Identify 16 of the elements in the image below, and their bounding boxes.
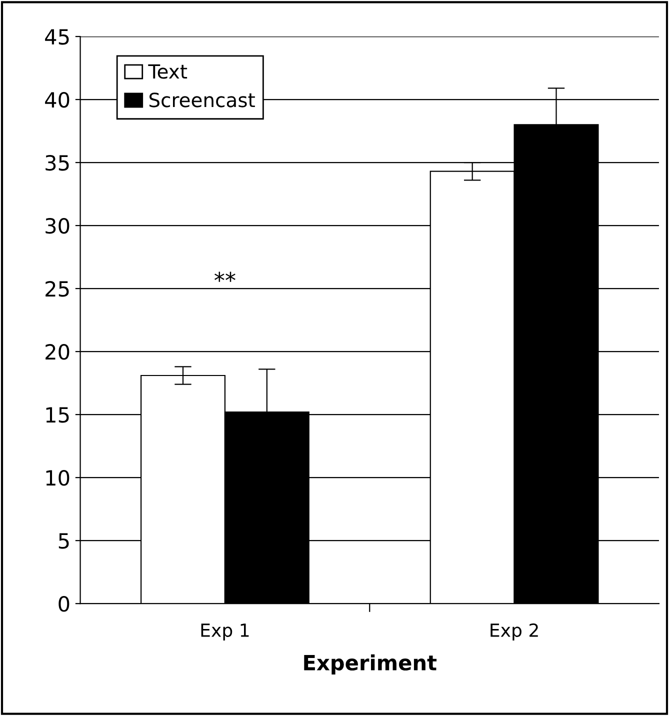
y-tick-label: 0	[58, 596, 70, 612]
y-tick-label: 35	[46, 154, 69, 171]
y-tick-label: 20	[46, 344, 70, 360]
annotation: **	[214, 272, 236, 282]
y-tick-label: 45	[45, 29, 69, 45]
x-tick-label: Exp 2	[490, 623, 538, 641]
y-tick-label: 25	[46, 281, 69, 297]
x-tick-label: Exp 1	[201, 624, 249, 641]
y-tick-label: 40	[45, 92, 70, 108]
legend-label: Screencast	[149, 92, 255, 108]
y-tick-label: 5	[58, 533, 69, 549]
y-tick-label: 30	[46, 218, 70, 234]
y-tick-label: 10	[46, 470, 70, 486]
legend-label: Text	[148, 64, 188, 79]
x-axis-title: Experiment	[304, 654, 437, 675]
y-tick-label: 15	[46, 407, 69, 423]
